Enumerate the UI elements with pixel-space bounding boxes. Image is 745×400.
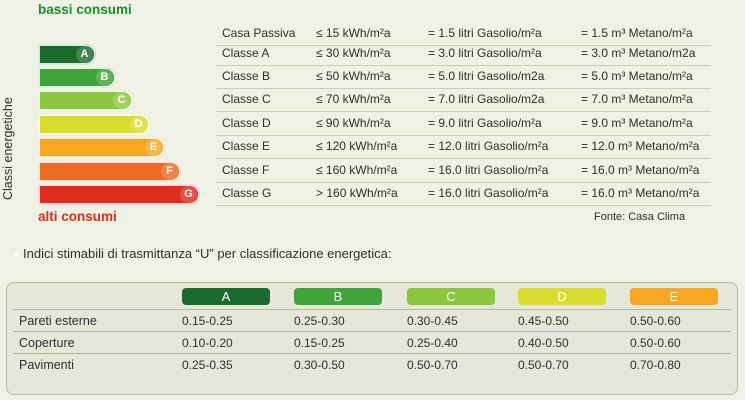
u-table-row: Pareti esterne 0.15-0.25 0.25-0.30 0.30-0.4… <box>13 309 731 332</box>
low-consumption-label: bassi consumi <box>38 2 132 17</box>
class-metano: = 9.0 m³ Metano/m²a <box>581 116 693 130</box>
class-name: Classe C <box>222 92 271 106</box>
class-limit: ≤ 15 kWh/m²a <box>316 26 391 40</box>
class-limit: ≤ 50 kWh/m²a <box>316 69 391 83</box>
energy-class-row: E Classe E ≤ 120 kWh/m²a = 12.0 litri Gasol… <box>0 137 745 159</box>
class-letter: A <box>76 46 93 63</box>
u-value-cell: 0.10-0.20 <box>182 336 233 350</box>
class-metano: = 7.0 m³ Metano/m²a <box>581 92 693 106</box>
u-value-cell: 0.30-0.50 <box>294 358 345 372</box>
class-name: Classe A <box>222 46 270 60</box>
class-limit: ≤ 30 kWh/m²a <box>316 46 391 60</box>
energy-class-row: G Classe G > 160 kWh/m²a = 16.0 litri Gasol… <box>0 184 745 206</box>
u-value-cell: 0.25-0.30 <box>294 314 345 328</box>
class-metano: = 1.5 m³ Metano/m²a <box>581 26 693 40</box>
u-values-panel: A B C D E Pareti esterne 0.15-0.25 0.25-0.30 0.3… <box>6 282 738 395</box>
energy-class-row: D Classe D ≤ 90 kWh/m²a = 9.0 litri Gasolio… <box>0 114 745 136</box>
u-row-name: Pavimenti <box>19 358 74 372</box>
class-metano: = 3.0 m³ Metano/m2a <box>581 46 696 60</box>
source-note: Fonte: Casa Clima <box>594 211 686 223</box>
u-section-title: Indici stimabili di trasmittanza “U” per… <box>14 246 391 261</box>
class-gasolio: = 9.0 litri Gasolio/m²a <box>428 116 542 130</box>
class-limit: ≤ 70 kWh/m²a <box>316 92 391 106</box>
energy-class-row: Casa Passiva ≤ 15 kWh/m²a = 1.5 litri Gaso… <box>0 24 745 46</box>
class-name: Classe E <box>222 139 271 153</box>
class-limit: ≤ 90 kWh/m²a <box>316 116 391 130</box>
u-table-row: Coperture 0.10-0.20 0.15-0.25 0.25-0.40 0.40… <box>13 331 731 354</box>
class-bar-c: C <box>38 90 133 111</box>
class-letter: G <box>180 186 197 203</box>
u-value-cell: 0.50-0.60 <box>630 314 681 328</box>
u-value-cell: 0.70-0.80 <box>630 358 681 372</box>
class-limit: > 160 kWh/m²a <box>316 186 398 200</box>
class-bar-f: F <box>38 161 181 182</box>
u-value-cell: 0.45-0.50 <box>518 314 569 328</box>
u-value-cell: 0.50-0.70 <box>407 358 458 372</box>
u-section-title-text: Indici stimabili di trasmittanza “U” per… <box>23 246 392 261</box>
class-letter: C <box>113 92 130 109</box>
class-gasolio: = 1.5 litri Gasolio/m²a <box>428 26 542 40</box>
class-name: Classe D <box>222 116 271 130</box>
energy-class-row: C Classe C ≤ 70 kWh/m²a = 7.0 litri Gasolio… <box>0 90 745 112</box>
u-value-cell: 0.25-0.40 <box>407 336 458 350</box>
class-bar-a: A <box>38 44 96 65</box>
bullet-icon <box>14 252 19 258</box>
class-bar-b: B <box>38 67 116 88</box>
class-bar-e: E <box>38 137 165 158</box>
high-consumption-label: alti consumi <box>38 209 117 224</box>
u-value-cell: 0.15-0.25 <box>294 336 345 350</box>
class-name: Classe B <box>222 69 271 83</box>
u-header-b: B <box>294 288 382 305</box>
class-bar-d: D <box>38 114 150 135</box>
energy-class-row: A Classe A ≤ 30 kWh/m²a = 3.0 litri Gasolio… <box>0 44 745 66</box>
class-name: Casa Passiva <box>222 26 296 40</box>
class-metano: = 16.0 m³ Metano/m²a <box>581 186 700 200</box>
u-value-cell: 0.30-0.45 <box>407 314 458 328</box>
class-bar-g: G <box>38 184 200 205</box>
class-gasolio: = 7.0 litri Gasolio/m2a <box>428 92 545 106</box>
class-letter: B <box>96 69 113 86</box>
class-name: Classe G <box>222 186 272 200</box>
u-header-c: C <box>407 288 495 305</box>
class-letter: E <box>145 139 162 156</box>
class-letter: D <box>130 116 147 133</box>
u-value-cell: 0.50-0.70 <box>518 358 569 372</box>
u-value-cell: 0.15-0.25 <box>182 314 233 328</box>
energy-class-row: F Classe F ≤ 160 kWh/m²a = 16.0 litri Gasol… <box>0 161 745 183</box>
row-divider <box>216 65 711 66</box>
class-limit: ≤ 160 kWh/m²a <box>316 163 398 177</box>
row-divider <box>216 88 711 89</box>
class-gasolio: = 3.0 litri Gasolio/m²a <box>428 46 542 60</box>
row-divider <box>216 135 711 136</box>
row-divider <box>216 205 711 206</box>
u-header-d: D <box>518 288 606 305</box>
u-row-name: Pareti esterne <box>19 314 97 328</box>
u-row-name: Coperture <box>19 336 75 350</box>
class-limit: ≤ 120 kWh/m²a <box>316 139 398 153</box>
u-header-e: E <box>630 288 718 305</box>
u-header-a: A <box>182 288 270 305</box>
row-divider <box>216 45 711 46</box>
row-divider <box>216 111 711 112</box>
row-divider <box>216 158 711 159</box>
class-metano: = 16.0 m³ Metano/m²a <box>581 163 700 177</box>
class-letter: F <box>161 163 178 180</box>
class-gasolio: = 12.0 litri Gasolio/m²a <box>428 139 549 153</box>
class-gasolio: = 16.0 litri Gasolio/m²a <box>428 186 549 200</box>
class-name: Classe F <box>222 163 270 177</box>
energy-class-row: B Classe B ≤ 50 kWh/m²a = 5.0 litri Gasolio… <box>0 67 745 89</box>
class-gasolio: = 16.0 litri Gasolio/m²a <box>428 163 549 177</box>
class-metano: = 5.0 m³ Metano/m²a <box>581 69 693 83</box>
row-divider <box>216 182 711 183</box>
class-metano: = 12.0 m³ Metano/m²a <box>581 139 700 153</box>
u-table-row: Pavimenti 0.25-0.35 0.30-0.50 0.50-0.70 0.50… <box>13 353 731 376</box>
u-value-cell: 0.40-0.50 <box>518 336 569 350</box>
class-gasolio: = 5.0 litri Gasolio/m2a <box>428 69 545 83</box>
u-value-cell: 0.25-0.35 <box>182 358 233 372</box>
u-value-cell: 0.50-0.60 <box>630 336 681 350</box>
